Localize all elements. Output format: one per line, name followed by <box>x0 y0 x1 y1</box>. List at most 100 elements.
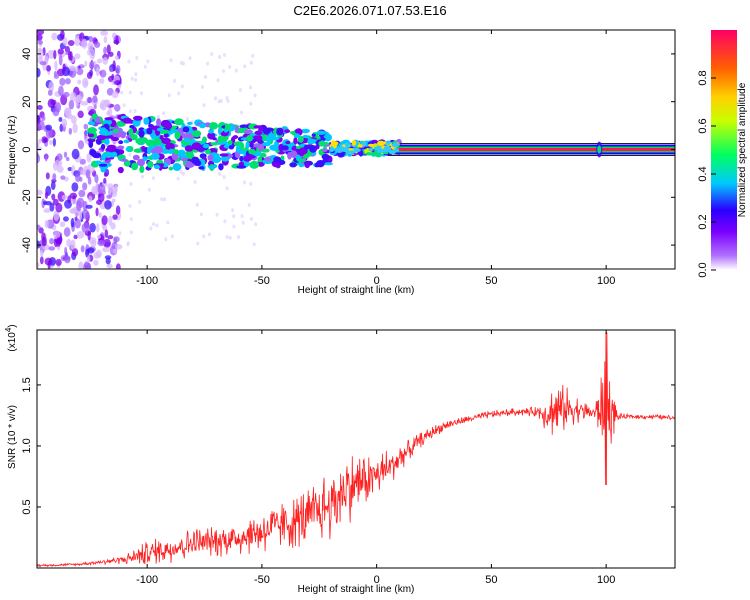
spectrogram-band-cell <box>132 115 143 121</box>
spectrogram-band-cell <box>147 160 154 168</box>
spectrogram-noise-cell <box>173 78 177 83</box>
spectrogram-noise-cell <box>236 234 240 239</box>
spectrogram-noise-cell <box>253 93 257 98</box>
spectrogram-noise-cell <box>85 204 93 209</box>
colorbar-tick-label: 0.6 <box>697 118 709 133</box>
spectrogram-band-cell <box>301 128 310 134</box>
spectrogram-noise-cell <box>54 60 58 71</box>
colorbar-ticks: 0.0 0.2 0.4 0.6 0.8 <box>697 70 716 278</box>
spectrogram-noise-cell <box>169 58 173 63</box>
spectrogram-band-cell <box>161 137 171 145</box>
spectrogram-band-cell <box>291 132 297 136</box>
spectrogram-noise-cell <box>181 61 185 66</box>
spectrogram-band-cell <box>96 134 107 141</box>
spectrogram-noise-cell <box>232 214 236 219</box>
spectrogram-band-cell <box>365 152 373 156</box>
snr-y-axis: 0.5 1.0 1.5 <box>21 377 675 515</box>
spectrogram-noise-cell <box>103 177 107 184</box>
spectrogram-noise-cell <box>68 65 76 72</box>
spectrogram-band-cell <box>321 153 330 160</box>
spectrogram-band-cell <box>131 162 139 171</box>
spectrogram-noise-cell <box>155 223 159 228</box>
spectrogram-noise-cell <box>127 59 131 64</box>
spectrogram-blip-core <box>597 145 602 154</box>
spectrogram-noise-cell <box>62 37 68 46</box>
spectrogram-band-cell <box>233 141 244 147</box>
spectrogram-noise-cell <box>45 172 50 180</box>
spectrogram-noise-cell <box>56 153 63 161</box>
spectrogram-band-cell <box>181 157 188 162</box>
spectrogram-noise-cell <box>103 238 111 249</box>
spectrogram-band-cell <box>232 135 239 140</box>
spectrogram-band-cell <box>138 129 145 138</box>
spectrogram-noise-cell <box>195 202 199 207</box>
spectrogram-band-cell <box>156 127 164 132</box>
spectrogram-band-cell <box>136 158 146 167</box>
spectrogram-noise-cell <box>114 55 119 60</box>
spectrogram-band-cell <box>297 158 307 162</box>
spectrogram-noise-cell <box>112 60 116 72</box>
spectrogram-band-cell <box>255 135 263 142</box>
spectrogram-noise-cell <box>47 49 56 59</box>
snr-x-tick-label: 0 <box>374 574 380 586</box>
snr-y-tick-label: 1.0 <box>21 438 33 453</box>
spectrogram-noise-cell <box>196 241 200 246</box>
spectrogram-band-cell <box>269 146 279 151</box>
spectrogram-band-cell <box>391 142 400 148</box>
spectrogram-band-cell <box>123 139 130 144</box>
spectrogram-noise-cell <box>202 103 206 108</box>
spectrogram-noise-cell <box>151 176 155 181</box>
spectrogram-noise-cell <box>96 58 103 64</box>
spectrogram-noise-cell <box>73 234 78 240</box>
spectrogram-band-cell <box>393 148 400 153</box>
spectrogram-band-cell <box>220 131 229 137</box>
spectrogram-noise-cell <box>234 68 238 73</box>
spectrogram-noise-cell <box>122 103 126 108</box>
spectrogram-noise-cell <box>104 229 109 238</box>
spectrogram-x-tick-label: 100 <box>597 275 615 287</box>
spectrogram-noise-cell <box>118 231 122 236</box>
spectrogram-noise-cell <box>74 53 81 60</box>
spectrogram-band-cell <box>235 145 241 153</box>
spectrogram-noise-cell <box>59 123 64 132</box>
spectrogram-noise-cell <box>86 152 92 163</box>
spectrogram-x-tick-label: -50 <box>254 275 270 287</box>
spectrogram-band-cell <box>257 156 263 163</box>
spectrogram-band-cell <box>168 166 174 171</box>
spectrogram-noise-cell <box>97 192 105 203</box>
spectrogram-noise-cell <box>71 182 79 192</box>
spectrogram-band-cell <box>89 149 97 156</box>
spectrogram-noise-cell <box>252 242 256 247</box>
spectrogram-noise-cell <box>37 68 41 78</box>
spectrogram-band-cell <box>158 163 165 167</box>
spectrogram-noise-cell <box>79 158 86 165</box>
spectrogram-noise-cell <box>146 59 150 64</box>
spectrogram-noise-cell <box>89 48 96 60</box>
spectrogram-noise-cell <box>249 101 253 106</box>
spectrogram-band-cell <box>245 141 250 149</box>
spectrogram-band-cell <box>145 139 156 147</box>
spectrogram-band-cell <box>262 160 273 164</box>
spectrogram-band-cell <box>376 148 385 154</box>
snr-x-label: Height of straight line (km) <box>298 584 415 595</box>
snr-y-tick-label: 0.5 <box>21 499 33 514</box>
spectrogram-band-cell <box>318 140 326 147</box>
spectrogram-noise-cell <box>41 115 46 121</box>
snr-frame <box>36 329 676 569</box>
snr-x-tick-label: 100 <box>597 574 615 586</box>
spectrogram-noise-cell <box>76 231 85 239</box>
spectrogram-noise-cell <box>104 199 112 210</box>
spectrogram-noise-cell <box>180 84 184 89</box>
spectrogram-noise-cell <box>97 184 106 194</box>
spectrogram-noise-cell <box>87 176 92 185</box>
colorbar-gradient <box>711 30 737 270</box>
spectrogram-noise-cell <box>39 256 44 265</box>
spectrogram-noise-cell <box>193 180 197 185</box>
spectrogram-panel: -100 -50 0 50 100 -40 -20 0 20 40 Height of stra… <box>7 29 676 296</box>
spectrogram-noise-cell <box>64 255 71 264</box>
spectrogram-noise-cell <box>243 64 247 69</box>
spectrogram-noise-cell <box>47 98 56 108</box>
spectrogram-noise-cell <box>37 153 41 164</box>
spectrogram-noise-cell <box>102 247 110 253</box>
spectrogram-noise-cell <box>69 91 77 103</box>
